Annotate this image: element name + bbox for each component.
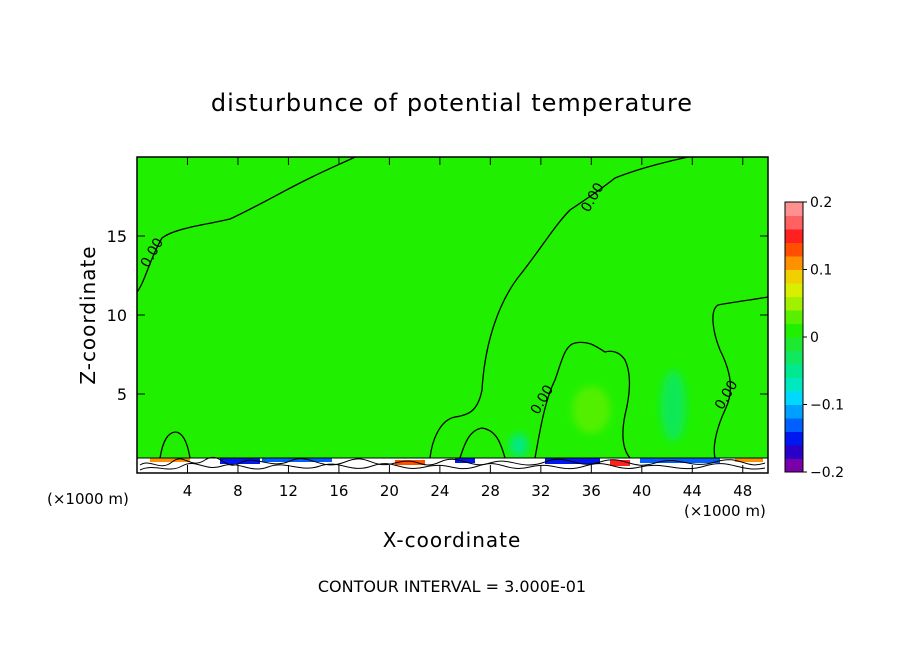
chart-title: disturbunce of potential temperature bbox=[211, 89, 693, 117]
colorbar-swatch bbox=[785, 202, 803, 216]
colorbar-swatch bbox=[785, 445, 803, 459]
colorbar-tick-label: −0.2 bbox=[810, 465, 844, 481]
colorbar-tick-label: 0.2 bbox=[810, 195, 832, 211]
x-tick-label: 32 bbox=[531, 482, 550, 500]
x-tick-label: 24 bbox=[430, 482, 449, 500]
y-tick-label: 5 bbox=[117, 385, 127, 404]
x-tick-label: 40 bbox=[632, 482, 651, 500]
y-axis: 5 10 15 bbox=[107, 227, 768, 404]
colorbar-swatch bbox=[785, 323, 803, 338]
colorbar-tick-label: −0.1 bbox=[810, 398, 844, 414]
colorbar-swatch bbox=[785, 337, 803, 351]
x-tick-label: 8 bbox=[233, 482, 243, 500]
colorbar-swatch bbox=[785, 458, 803, 473]
contour-interval-text: CONTOUR INTERVAL = 3.000E-01 bbox=[318, 577, 586, 596]
surface-layer bbox=[137, 457, 768, 473]
x-tick-label: 48 bbox=[733, 482, 752, 500]
contour-zero-right-upper bbox=[429, 157, 689, 459]
colorbar-swatch bbox=[785, 431, 803, 446]
x-tick-label: 36 bbox=[582, 482, 601, 500]
colorbar-swatch bbox=[785, 215, 803, 230]
field-region-2 bbox=[509, 433, 529, 458]
x-tick-label: 16 bbox=[329, 482, 348, 500]
x-tick-label: 28 bbox=[481, 482, 500, 500]
x-tick-label: 12 bbox=[279, 482, 298, 500]
colorbar-swatch bbox=[785, 283, 803, 297]
contour-zero-left-upper bbox=[137, 157, 356, 293]
field-region-1 bbox=[660, 370, 686, 442]
x-axis: 4 8 12 16 20 24 28 32 36 40 44 48 bbox=[183, 157, 752, 500]
colorbar-swatch bbox=[785, 256, 803, 270]
colorbar-swatch bbox=[785, 377, 803, 392]
colorbar-swatch bbox=[785, 296, 803, 311]
field-regions bbox=[509, 370, 686, 458]
x-unit-left: (×1000 m) bbox=[47, 490, 129, 508]
x-tick-label: 44 bbox=[683, 482, 702, 500]
colorbar-swatch bbox=[785, 229, 803, 243]
field-region-0 bbox=[572, 386, 611, 434]
y-axis-label: Z-coordinate bbox=[76, 245, 100, 384]
colorbar-swatch bbox=[785, 242, 803, 257]
colorbar-swatch bbox=[785, 391, 803, 405]
colorbar-swatch bbox=[785, 404, 803, 419]
plot-area: 0.000.000.00 0.00 bbox=[136, 156, 769, 474]
colorbar-tick-label: 0.1 bbox=[810, 263, 832, 279]
contour-zero-small-left bbox=[159, 431, 191, 459]
x-tick-label: 20 bbox=[380, 482, 399, 500]
x-tick-label: 4 bbox=[183, 482, 193, 500]
contour-zero-blob-36 bbox=[534, 341, 631, 459]
colorbar-swatch bbox=[785, 310, 803, 324]
colorbar-swatch bbox=[785, 269, 803, 284]
x-axis-label: X-coordinate bbox=[383, 528, 522, 552]
contour-zero-blob-32 bbox=[459, 427, 506, 459]
y-tick-label: 10 bbox=[107, 306, 127, 325]
colorbar-swatch bbox=[785, 350, 803, 365]
colorbar-swatch bbox=[785, 364, 803, 378]
contour-lines bbox=[137, 157, 768, 459]
colorbar-labels: 0.2 0.1 0 −0.1 −0.2 bbox=[803, 195, 844, 481]
x-unit-right: (×1000 m) bbox=[684, 502, 766, 520]
colorbar-swatch bbox=[785, 418, 803, 432]
contour-zero-right-side bbox=[712, 296, 768, 459]
y-tick-label: 15 bbox=[107, 227, 127, 246]
colorbar-tick-label: 0 bbox=[810, 330, 819, 346]
colorbar bbox=[784, 201, 804, 473]
